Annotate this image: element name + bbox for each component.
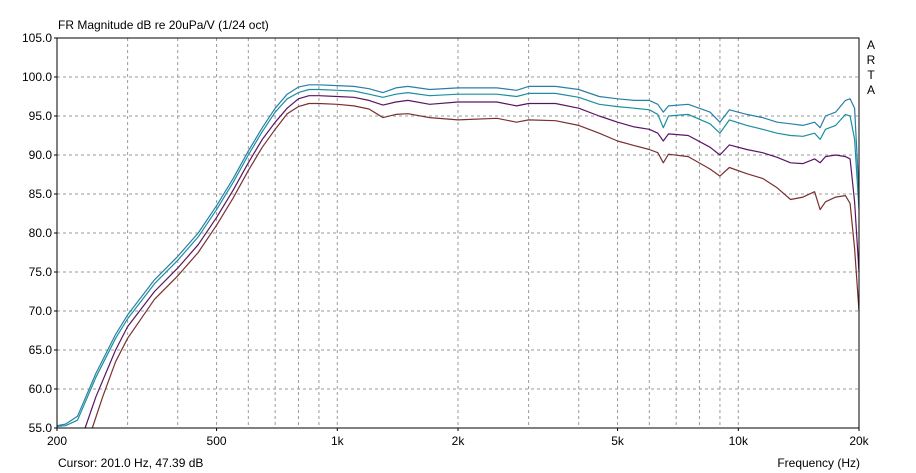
y-axis-ticks: 105.0 100.0 95.0 90.0 85.0 80.0 75.0 70.0 65.0 60…	[22, 31, 57, 435]
series-line-4	[91, 102, 860, 429]
y-tick-label: 65.0	[29, 343, 53, 357]
x-tick-label: 2k	[452, 434, 466, 448]
series-line-2	[56, 88, 860, 427]
x-axis-label: Frequency (Hz)	[777, 456, 860, 470]
y-tick-label: 95.0	[29, 109, 53, 123]
x-tick-label: 20k	[849, 434, 869, 448]
x-tick-label: 1k	[331, 434, 345, 448]
brand-letter-t: T	[867, 68, 875, 82]
y-tick-label: 70.0	[29, 304, 53, 318]
y-tick-label: 60.0	[29, 382, 53, 396]
brand-letter-a1: A	[866, 38, 875, 52]
y-tick-label: 80.0	[29, 226, 53, 240]
chart-title: FR Magnitude dB re 20uPa/V (1/24 oct)	[58, 18, 269, 32]
y-tick-label: 105.0	[22, 31, 52, 45]
y-tick-label: 55.0	[29, 421, 53, 435]
brand-letter-a2: A	[866, 83, 875, 97]
series-line-1	[56, 84, 860, 427]
x-tick-label: 10k	[729, 434, 749, 448]
x-tick-label: 500	[207, 434, 227, 448]
series-line-3	[84, 95, 860, 429]
y-tick-label: 100.0	[22, 70, 52, 84]
cursor-readout: Cursor: 201.0 Hz, 47.39 dB	[58, 456, 204, 470]
x-tick-label: 200	[47, 434, 67, 448]
y-tick-label: 75.0	[29, 265, 53, 279]
arta-logo: A R T A	[864, 38, 878, 98]
series-lines	[56, 84, 860, 429]
y-tick-label: 90.0	[29, 148, 53, 162]
grid	[57, 38, 859, 428]
x-tick-label: 5k	[611, 434, 625, 448]
y-tick-label: 85.0	[29, 187, 53, 201]
brand-letter-r: R	[866, 53, 876, 67]
plot-frame	[56, 37, 860, 429]
x-axis-ticks: 200 500 1k 2k 5k 10k 20k	[47, 428, 870, 448]
